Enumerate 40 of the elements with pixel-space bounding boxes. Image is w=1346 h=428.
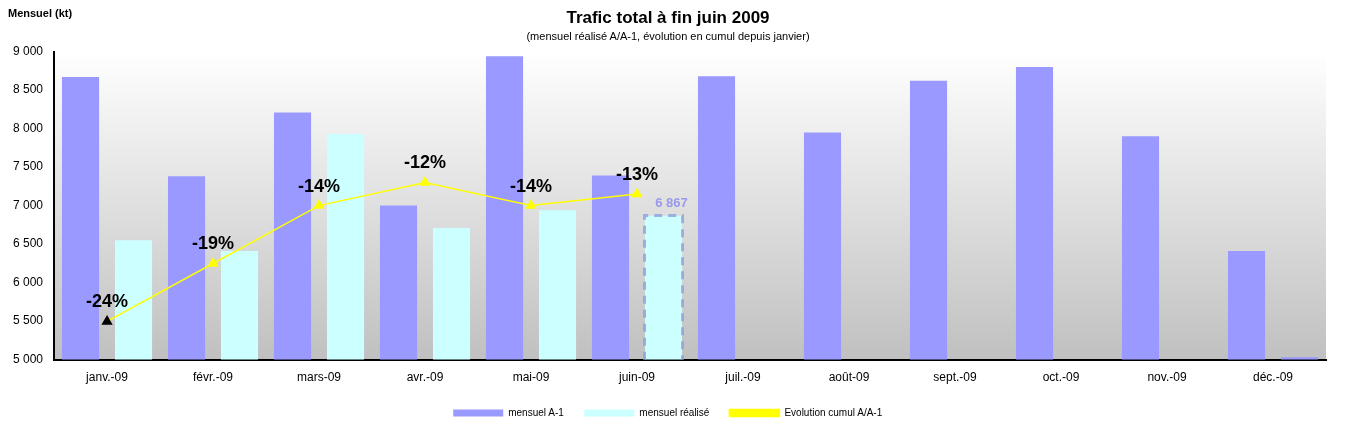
y-tick-label: 6 000 [13,274,44,289]
data-label: -14% [510,175,553,196]
x-tick-label: sept.-09 [933,370,978,385]
x-tick-label: avr.-09 [406,370,444,385]
data-label: -14% [298,175,341,196]
x-tick-label: juil.-09 [724,370,762,385]
point [631,188,643,198]
point [101,315,113,325]
x-tick-label: oct.-09 [1042,370,1080,385]
point [207,257,219,267]
x-tick-label: janv.-09 [85,370,129,385]
legend-label: mensuel A-1 [508,406,565,418]
y-tick-label: 8 000 [13,120,44,135]
y-tick-label: 7 000 [13,197,44,212]
x-tick-label: déc.-09 [1252,370,1294,385]
y-tick-label: 9 000 [13,43,44,58]
data-label: -13% [616,163,659,184]
y-tick-label: 5 500 [13,313,44,328]
point [419,176,431,186]
x-tick-label: nov.-09 [1147,370,1187,385]
data-label: -12% [404,152,447,173]
x-tick-label: mars-09 [297,370,342,385]
legend-label: Evolution cumul A/A-1 [784,406,883,418]
y-axis-title: Mensuel (kt) [8,6,73,19]
point [525,199,537,209]
x-tick-label: juin-09 [618,370,656,385]
legend-label: mensuel réalisé [639,406,710,418]
y-tick-label: 6 500 [13,236,44,251]
x-tick-label: févr.-09 [193,370,234,385]
y-tick-label: 7 500 [13,159,44,174]
x-tick-label: mai-09 [512,370,550,385]
data-label: -24% [86,291,129,312]
point [313,199,325,209]
data-label: -19% [192,233,235,254]
x-tick-label: août-09 [828,370,870,385]
data-label: 6 867 [655,194,688,210]
chart-subtitle: (mensuel réalisé A/A-1, évolution en cumul depuis janvier) [526,30,810,43]
y-tick-label: 8 500 [13,82,44,97]
y-tick-label: 5 000 [13,351,44,366]
chart-title: Trafic total à fin juin 2009 [566,7,770,27]
